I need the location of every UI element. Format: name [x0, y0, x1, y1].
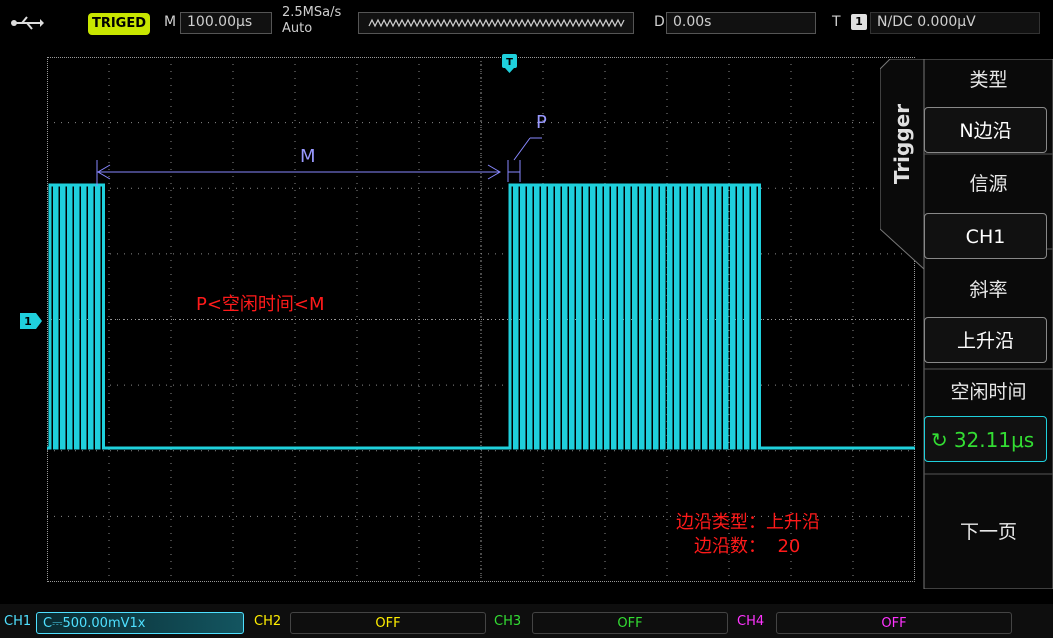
ch3-label: CH3	[494, 614, 522, 629]
edge-count-annotation: 边沿数： 20	[694, 536, 801, 557]
next-page-button[interactable]: 下一页	[924, 477, 1053, 577]
ch1-marker-text: 1	[24, 315, 32, 328]
timebase-field[interactable]: 100.00μs	[180, 12, 272, 34]
timebase-label: M	[164, 14, 177, 30]
idle-time-option[interactable]: ↻ 32.11μs	[924, 416, 1047, 462]
ch1-ground-marker[interactable]: 1	[20, 313, 44, 329]
source-option[interactable]: CH1	[924, 213, 1047, 259]
delay-field[interactable]: 0.00s	[666, 12, 816, 34]
ch2-label: CH2	[254, 614, 282, 629]
sample-rate: 2.5MSa/s	[282, 5, 342, 20]
delay-label: D	[654, 14, 665, 30]
timebase-value: 100.00μs	[187, 14, 253, 30]
annotation-m: M	[300, 146, 316, 167]
channel-bar: CH1 C⎓500.00mV1x CH2 OFF CH3 OFF CH4 OFF	[0, 604, 1053, 638]
type-option[interactable]: N边沿	[924, 107, 1047, 153]
menu-tab[interactable]: Trigger	[884, 87, 920, 207]
graticule-and-trace	[47, 57, 915, 582]
annotation-p: P	[536, 112, 547, 133]
slope-title: 斜率	[969, 279, 1008, 301]
usb-icon	[11, 16, 44, 30]
idle-time-title: 空闲时间	[950, 381, 1027, 403]
trigger-position-marker[interactable]: T	[501, 53, 519, 73]
memory-waveform-overview	[358, 12, 634, 34]
edge-type-annotation: 边沿类型：上升沿	[676, 512, 820, 533]
trigger-info-field: N/DC 0.000μV	[870, 12, 1040, 34]
rotate-knob-icon: ↻	[931, 428, 948, 452]
trigger-status-badge: TRIGED	[88, 13, 150, 35]
status-bar: TRIGED M 100.00μs 2.5MSa/s Auto D 0.00s …	[0, 0, 1053, 46]
slope-option[interactable]: 上升沿	[924, 317, 1047, 363]
acquire-mode: Auto	[282, 21, 313, 36]
ch4-label: CH4	[737, 614, 765, 629]
trigger-marker-text: T	[506, 57, 513, 68]
delay-value: 0.00s	[673, 14, 712, 30]
condition-annotation: P<空闲时间<M	[196, 294, 325, 315]
trigger-channel-badge: 1	[851, 14, 867, 30]
menu-tab-label: Trigger	[890, 103, 914, 185]
ch2-field[interactable]: OFF	[290, 612, 486, 634]
timing-annotations	[96, 137, 542, 186]
trigger-label: T	[832, 14, 841, 30]
waveform-display[interactable]	[47, 57, 915, 582]
ch1-label: CH1	[4, 614, 32, 629]
ch1-field[interactable]: C⎓500.00mV1x	[36, 612, 244, 634]
type-title: 类型	[969, 69, 1008, 91]
ch3-field[interactable]: OFF	[532, 612, 728, 634]
idle-time-value: 32.11μs	[953, 428, 1035, 452]
waveform-overview-icon	[368, 18, 625, 28]
next-page-label: 下一页	[959, 521, 1017, 543]
source-title: 信源	[969, 173, 1008, 195]
trigger-info: N/DC 0.000μV	[877, 14, 976, 30]
trigger-menu: Trigger 类型 N边沿 信源 CH1 斜率 上升沿 空闲时间 ↻ 32.1…	[880, 59, 1053, 589]
ch4-field[interactable]: OFF	[776, 612, 1012, 634]
